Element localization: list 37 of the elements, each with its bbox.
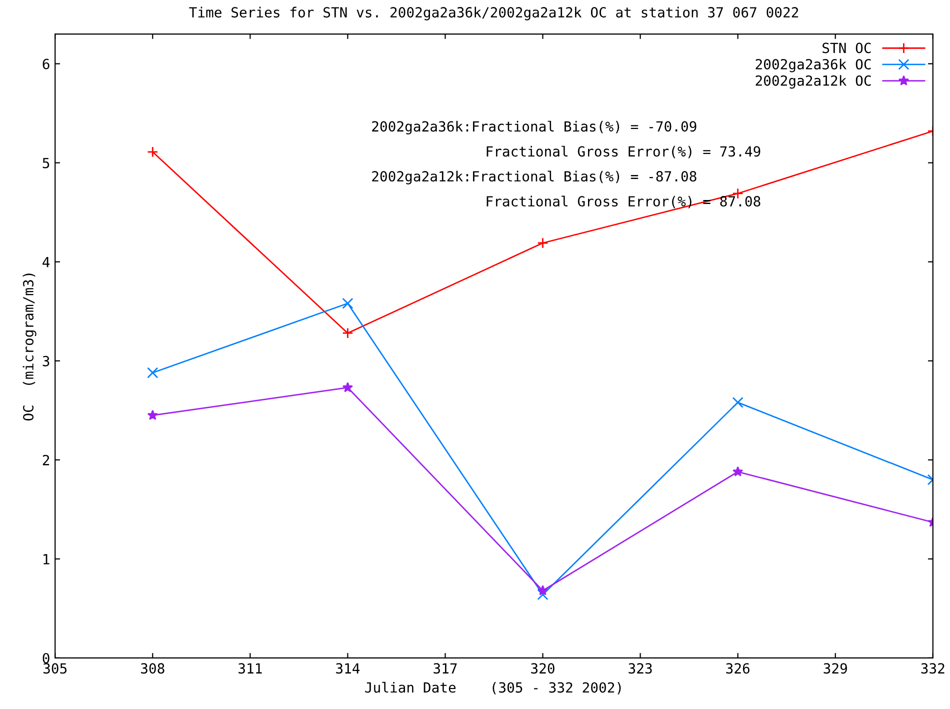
annotation: 2002ga2a36k:Fractional Bias(%) = -70.09 xyxy=(372,120,696,134)
y-tick-label: 2 xyxy=(42,454,50,466)
point xyxy=(537,237,548,249)
y-tick-label: 3 xyxy=(42,356,50,366)
point xyxy=(147,410,158,420)
point xyxy=(537,585,548,596)
y-tick-label: 4 xyxy=(42,257,50,268)
legend-label: 2002ga2a12k OC xyxy=(756,75,871,89)
point xyxy=(342,298,354,309)
x-tick-label: 308 xyxy=(141,663,164,674)
chart-title: Time Series for STN vs. 2002ga2a36k/2002ga2a12k OC at station 37 067 0022 xyxy=(189,6,798,20)
point xyxy=(147,367,158,378)
point xyxy=(537,589,548,600)
x-tick-label: 311 xyxy=(238,663,262,674)
annotation: Fractional Gross Error(%) = 73.49 xyxy=(486,146,760,158)
x-tick-label: 320 xyxy=(531,663,554,674)
x-tick-label: 329 xyxy=(824,663,847,674)
point xyxy=(147,146,158,158)
y-axis-title: OC (microgram/m3) xyxy=(22,274,36,420)
x-tick-label: 323 xyxy=(628,663,652,674)
point xyxy=(342,328,354,339)
y-tick-label: 5 xyxy=(42,158,50,168)
point xyxy=(732,396,744,408)
x-tick-label: 326 xyxy=(726,663,750,674)
x-tick-label: 317 xyxy=(434,663,457,674)
y-tick-label: 0 xyxy=(42,652,50,664)
point xyxy=(732,466,744,476)
annotation: 2002ga2a12k:Fractional Bias(%) = -87.08 xyxy=(372,170,696,184)
x-tick-label: 305 xyxy=(43,663,67,674)
x-axis-title: Julian Date (305 - 332 2002) xyxy=(365,682,621,694)
legend-label: STN OC xyxy=(822,42,871,54)
legend-label: 2002ga2a36k OC xyxy=(756,58,871,72)
x-tick-label: 332 xyxy=(921,663,944,674)
y-tick-label: 1 xyxy=(44,554,50,564)
y-tick-label: 6 xyxy=(42,58,50,70)
x-tick-label: 314 xyxy=(336,663,360,674)
point xyxy=(342,382,354,392)
